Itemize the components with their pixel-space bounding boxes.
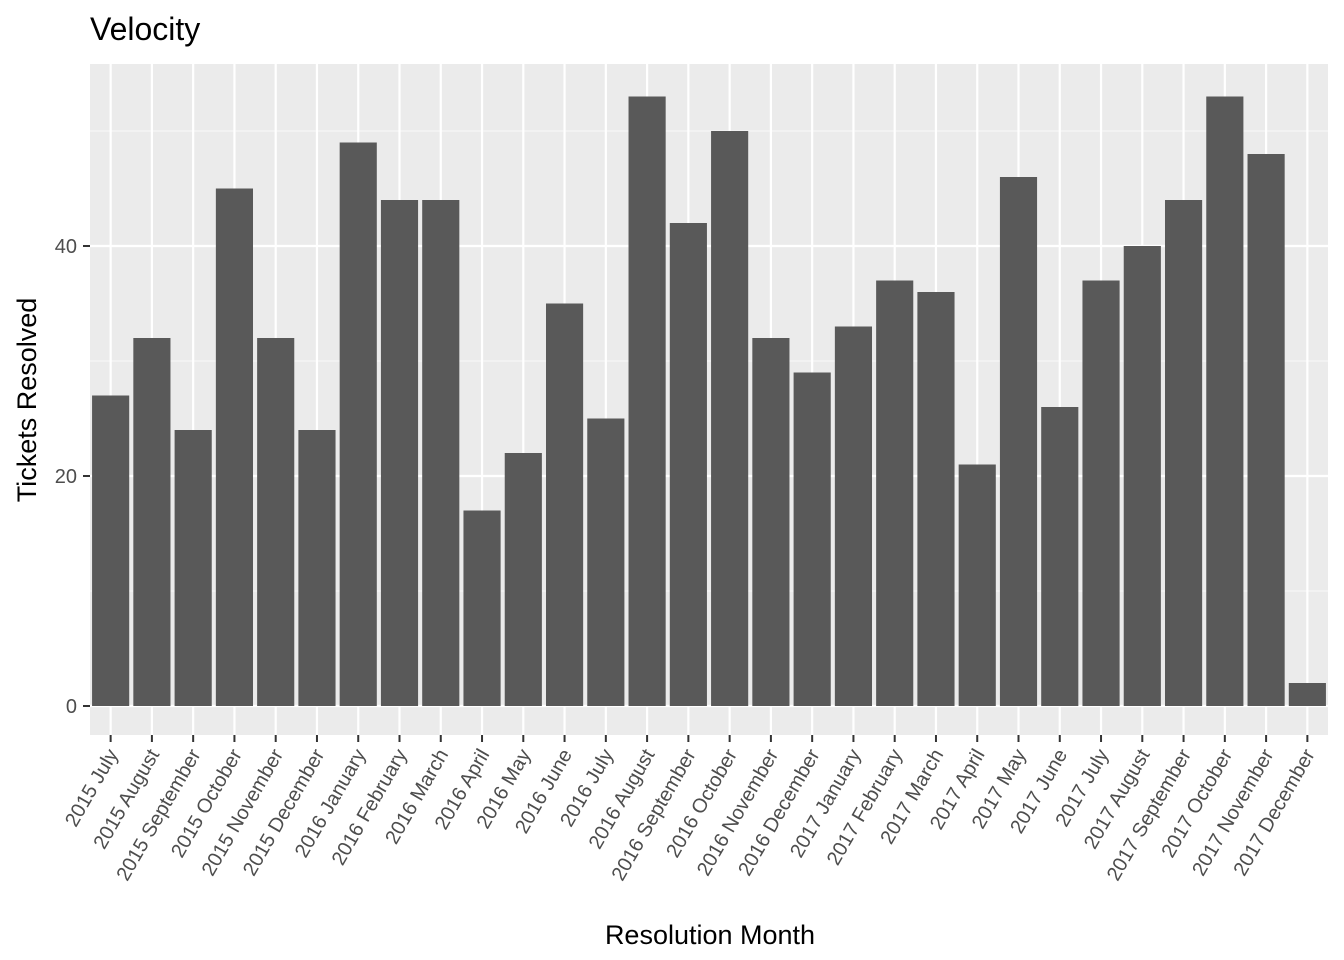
bar: [669, 223, 707, 706]
bar: [834, 326, 873, 706]
chart-title: Velocity: [90, 11, 200, 47]
bars: [92, 96, 1326, 706]
plot-panel: [90, 64, 1328, 735]
bar: [1164, 200, 1203, 706]
bar: [1288, 683, 1326, 706]
bar: [1247, 154, 1285, 706]
bar: [587, 418, 625, 706]
bar: [711, 131, 749, 706]
bar: [1041, 407, 1079, 706]
bar: [917, 292, 955, 706]
minor-gridlines: [90, 130, 1328, 592]
bar: [752, 338, 790, 706]
bar: [174, 430, 212, 706]
bar: [876, 280, 914, 706]
bar: [628, 96, 666, 706]
y-axis-title: Tickets Resolved: [12, 298, 42, 503]
bar: [215, 188, 254, 706]
bar: [1082, 280, 1120, 706]
bar: [793, 372, 831, 706]
bar: [298, 430, 336, 706]
bar: [422, 200, 460, 706]
y-tick-label: 20: [55, 466, 77, 488]
bar: [92, 395, 130, 706]
bar: [999, 177, 1038, 706]
bar: [545, 303, 584, 706]
bar: [958, 464, 996, 706]
y-tick-label: 40: [55, 236, 77, 258]
bar: [504, 453, 542, 706]
bar: [133, 338, 171, 706]
bar: [380, 200, 419, 706]
y-tick-label: 0: [66, 696, 77, 718]
bar: [463, 510, 501, 706]
bar: [339, 142, 377, 706]
y-axis: 0 20 40: [55, 236, 90, 718]
x-axis-title: Resolution Month: [605, 920, 815, 950]
bar: [1206, 96, 1244, 706]
bar: [257, 338, 295, 706]
bar: [1123, 246, 1161, 706]
